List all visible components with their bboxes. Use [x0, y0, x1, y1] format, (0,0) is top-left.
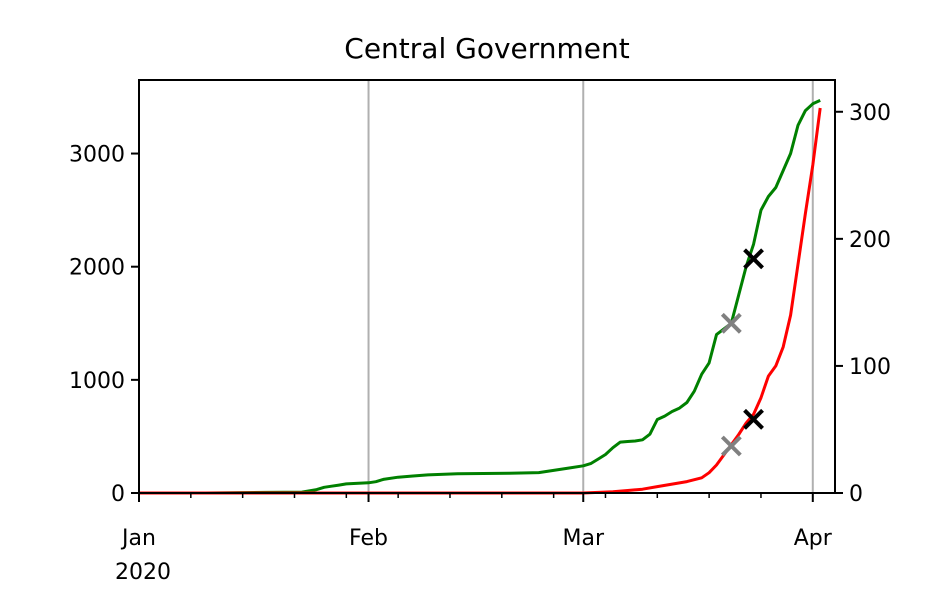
grid-lines — [367, 80, 814, 493]
y-right-tick-label: 100 — [849, 355, 891, 380]
x-tick-label: Feb — [349, 526, 388, 551]
series-line-green — [139, 99, 821, 495]
y-left-tick-label: 2000 — [69, 256, 125, 281]
y-right-tick-label: 300 — [849, 101, 891, 126]
y-left-tick-label: 3000 — [69, 143, 125, 168]
x-marker — [720, 312, 742, 334]
y-left-tick-label: 1000 — [69, 369, 125, 394]
x-marker — [743, 408, 764, 430]
x-tick-label: Apr — [794, 526, 833, 551]
axes: 0 1000 2000 3000 0 100 200 300 Jan 2020 Feb Mar Apr — [69, 101, 891, 585]
x-tick-label: Mar — [562, 526, 604, 551]
x-marker — [743, 248, 764, 270]
x-marker — [720, 435, 742, 457]
y-left-tick-label: 0 — [111, 482, 125, 507]
x-tick-sublabel: 2020 — [115, 560, 171, 585]
series-line-red — [139, 107, 822, 495]
y-right-tick-label: 200 — [849, 228, 891, 253]
plot-frame — [138, 79, 836, 494]
chart-title: Central Government — [344, 32, 629, 65]
x-tick-label: Jan — [120, 526, 156, 551]
markers — [720, 248, 764, 457]
y-right-tick-label: 0 — [849, 482, 863, 507]
series-lines — [139, 99, 822, 495]
